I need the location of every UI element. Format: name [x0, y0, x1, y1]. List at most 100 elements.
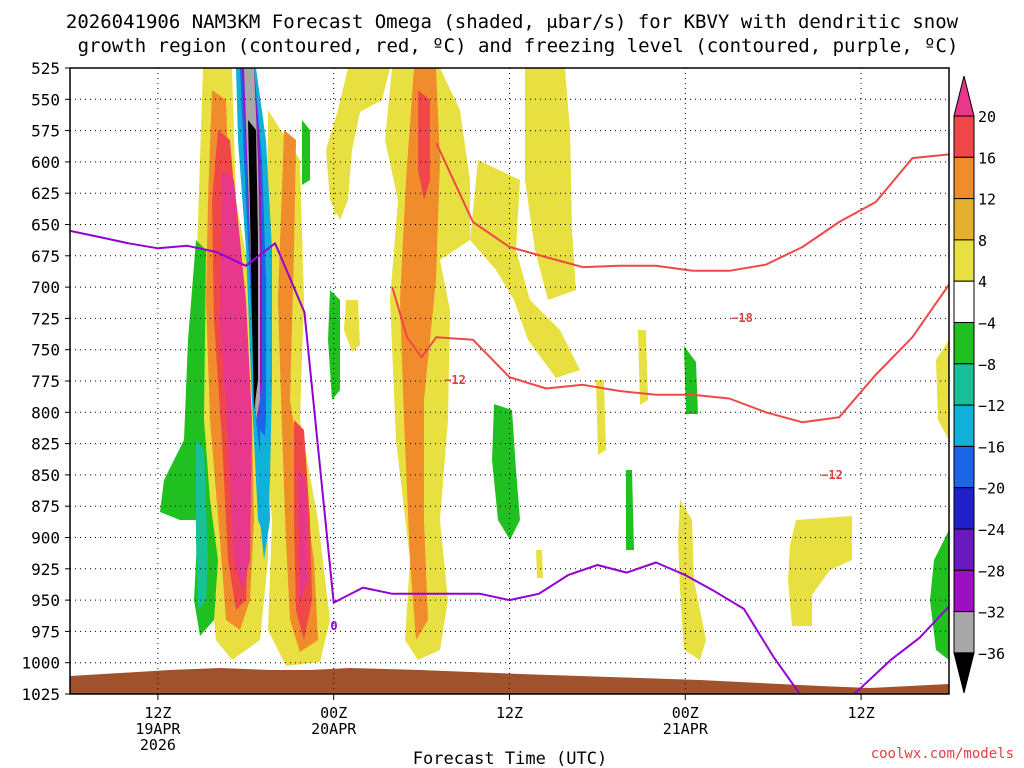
omega-shade-green-e	[684, 346, 698, 414]
y-tick-label: 925	[31, 560, 60, 579]
colorbar-label: −8	[978, 356, 996, 374]
dgz-top-contour	[435, 142, 949, 272]
y-tick-label: 525	[31, 59, 60, 78]
y-tick-label: 850	[31, 466, 60, 485]
colorbar-bin	[953, 322, 975, 365]
omega-shade-yellow-blob7	[936, 340, 949, 440]
colorbar-label: −16	[978, 438, 1005, 456]
contour-label-dgz-top: −18	[731, 311, 753, 325]
omega-shade-green-c	[492, 404, 520, 540]
omega-shade-magenta-west	[220, 170, 252, 590]
y-axis: 525 550 575 600 625 650 675 700 725 750 775 800 825 8…	[21, 59, 70, 704]
colorbar-label: 4	[978, 273, 987, 291]
colorbar-label: 20	[978, 108, 996, 126]
colorbar-label: 8	[978, 232, 987, 250]
y-tick-label: 650	[31, 216, 60, 235]
y-tick-label: 1000	[21, 654, 60, 673]
y-tick-label: 700	[31, 278, 60, 297]
omega-shade-yellow-blob2	[334, 160, 342, 215]
y-tick-label: 750	[31, 341, 60, 360]
colorbar-top-arrow	[953, 75, 975, 117]
omega-shade-yellow-mid	[262, 110, 330, 666]
omega-shade-yellow-blob5	[678, 500, 706, 660]
x-tick-label: 00Z	[672, 704, 699, 722]
credit-text: coolwx.com/models	[871, 746, 1014, 762]
omega-shade-magenta-mid	[298, 470, 308, 600]
omega-shade-teal-west	[196, 440, 208, 610]
contour-lines	[70, 142, 949, 694]
colorbar-bin	[953, 363, 975, 406]
omega-shading	[160, 68, 949, 666]
colorbar-label: −32	[978, 604, 1005, 622]
colorbar-label: −4	[978, 315, 996, 333]
y-tick-label: 950	[31, 591, 60, 610]
colorbar-bin	[953, 528, 975, 571]
omega-shade-green-d	[626, 470, 634, 550]
y-tick-label: 575	[31, 122, 60, 141]
chart-title-line1: 2026041906 NAM3KM Forecast Omega (shaded…	[66, 11, 959, 33]
colorbar-bin	[953, 115, 975, 158]
y-tick-label: 725	[31, 309, 60, 328]
y-tick-label: 875	[31, 497, 60, 516]
y-tick-label: 1025	[21, 685, 60, 704]
colorbar-bin	[953, 239, 975, 282]
colorbar-bin	[953, 404, 975, 447]
x-tick-label: 12Z	[848, 704, 875, 722]
colorbar-bin	[953, 487, 975, 530]
colorbar-label: 16	[978, 149, 996, 167]
colorbar-label: −12	[978, 397, 1005, 415]
colorbar-bin	[953, 445, 975, 489]
y-tick-label: 975	[31, 622, 60, 641]
contour-label-dgz-bottom-b: −12	[821, 468, 843, 482]
x-tick-label: 2026	[140, 736, 176, 754]
contour-label-dgz-bottom-a: −12	[444, 373, 466, 387]
x-axis-title: Forecast Time (UTC)	[413, 749, 607, 768]
y-tick-label: 775	[31, 372, 60, 391]
omega-shade-green-b	[328, 290, 340, 400]
colorbar: 20 16 12 8 4 −4 −8 −12 −16 −20 −24 −28 −32 −36	[953, 75, 1005, 694]
colorbar-label: 12	[978, 191, 996, 209]
omega-shade-green-a	[302, 120, 310, 185]
omega-shade-black-core	[248, 120, 258, 410]
omega-shade-red-center	[418, 90, 430, 200]
dgz-bottom-contour	[391, 284, 949, 424]
x-tick-label: 21APR	[663, 720, 709, 738]
omega-shade-blue-lower	[260, 430, 270, 560]
omega-shade-yellow-upper	[326, 68, 390, 220]
omega-shade-yellow-blob1	[344, 300, 360, 352]
omega-shade-yellow-blob4	[596, 380, 606, 455]
omega-shade-green-f	[930, 530, 949, 660]
y-tick-label: 800	[31, 403, 60, 422]
chart-title-line2: growth region (contoured, red, ºC) and f…	[78, 35, 959, 57]
contour-label-freezing: 0	[330, 619, 337, 633]
y-tick-label: 675	[31, 247, 60, 266]
x-tick-label: 12Z	[496, 704, 523, 722]
x-tick-label: 00Z	[320, 704, 347, 722]
colorbar-label: −36	[978, 645, 1005, 663]
omega-shade-yellow-blob3	[638, 330, 648, 405]
freezing-level-contour	[70, 229, 949, 694]
x-tick-label: 20APR	[311, 720, 357, 738]
x-tick-label: 12Z	[144, 704, 171, 722]
terrain-fill	[70, 668, 949, 694]
omega-shade-yellow-plume	[470, 160, 580, 378]
colorbar-label: −28	[978, 562, 1005, 580]
x-tick-label: 19APR	[135, 720, 181, 738]
y-tick-label: 825	[31, 435, 60, 454]
colorbar-bottom-arrow	[953, 652, 975, 694]
colorbar-label: −20	[978, 480, 1005, 498]
y-tick-label: 625	[31, 184, 60, 203]
colorbar-label: −24	[978, 521, 1005, 539]
y-tick-label: 900	[31, 529, 60, 548]
omega-shade-yellow-blob8	[536, 550, 543, 578]
colorbar-bin	[953, 569, 975, 613]
colorbar-bin	[953, 611, 975, 654]
colorbar-bin	[953, 280, 975, 324]
omega-shade-yellow-ne	[525, 68, 576, 300]
y-tick-label: 600	[31, 153, 60, 172]
colorbar-bin	[953, 198, 975, 241]
omega-shade-yellow-blob6	[788, 516, 852, 626]
y-tick-label: 550	[31, 90, 60, 109]
